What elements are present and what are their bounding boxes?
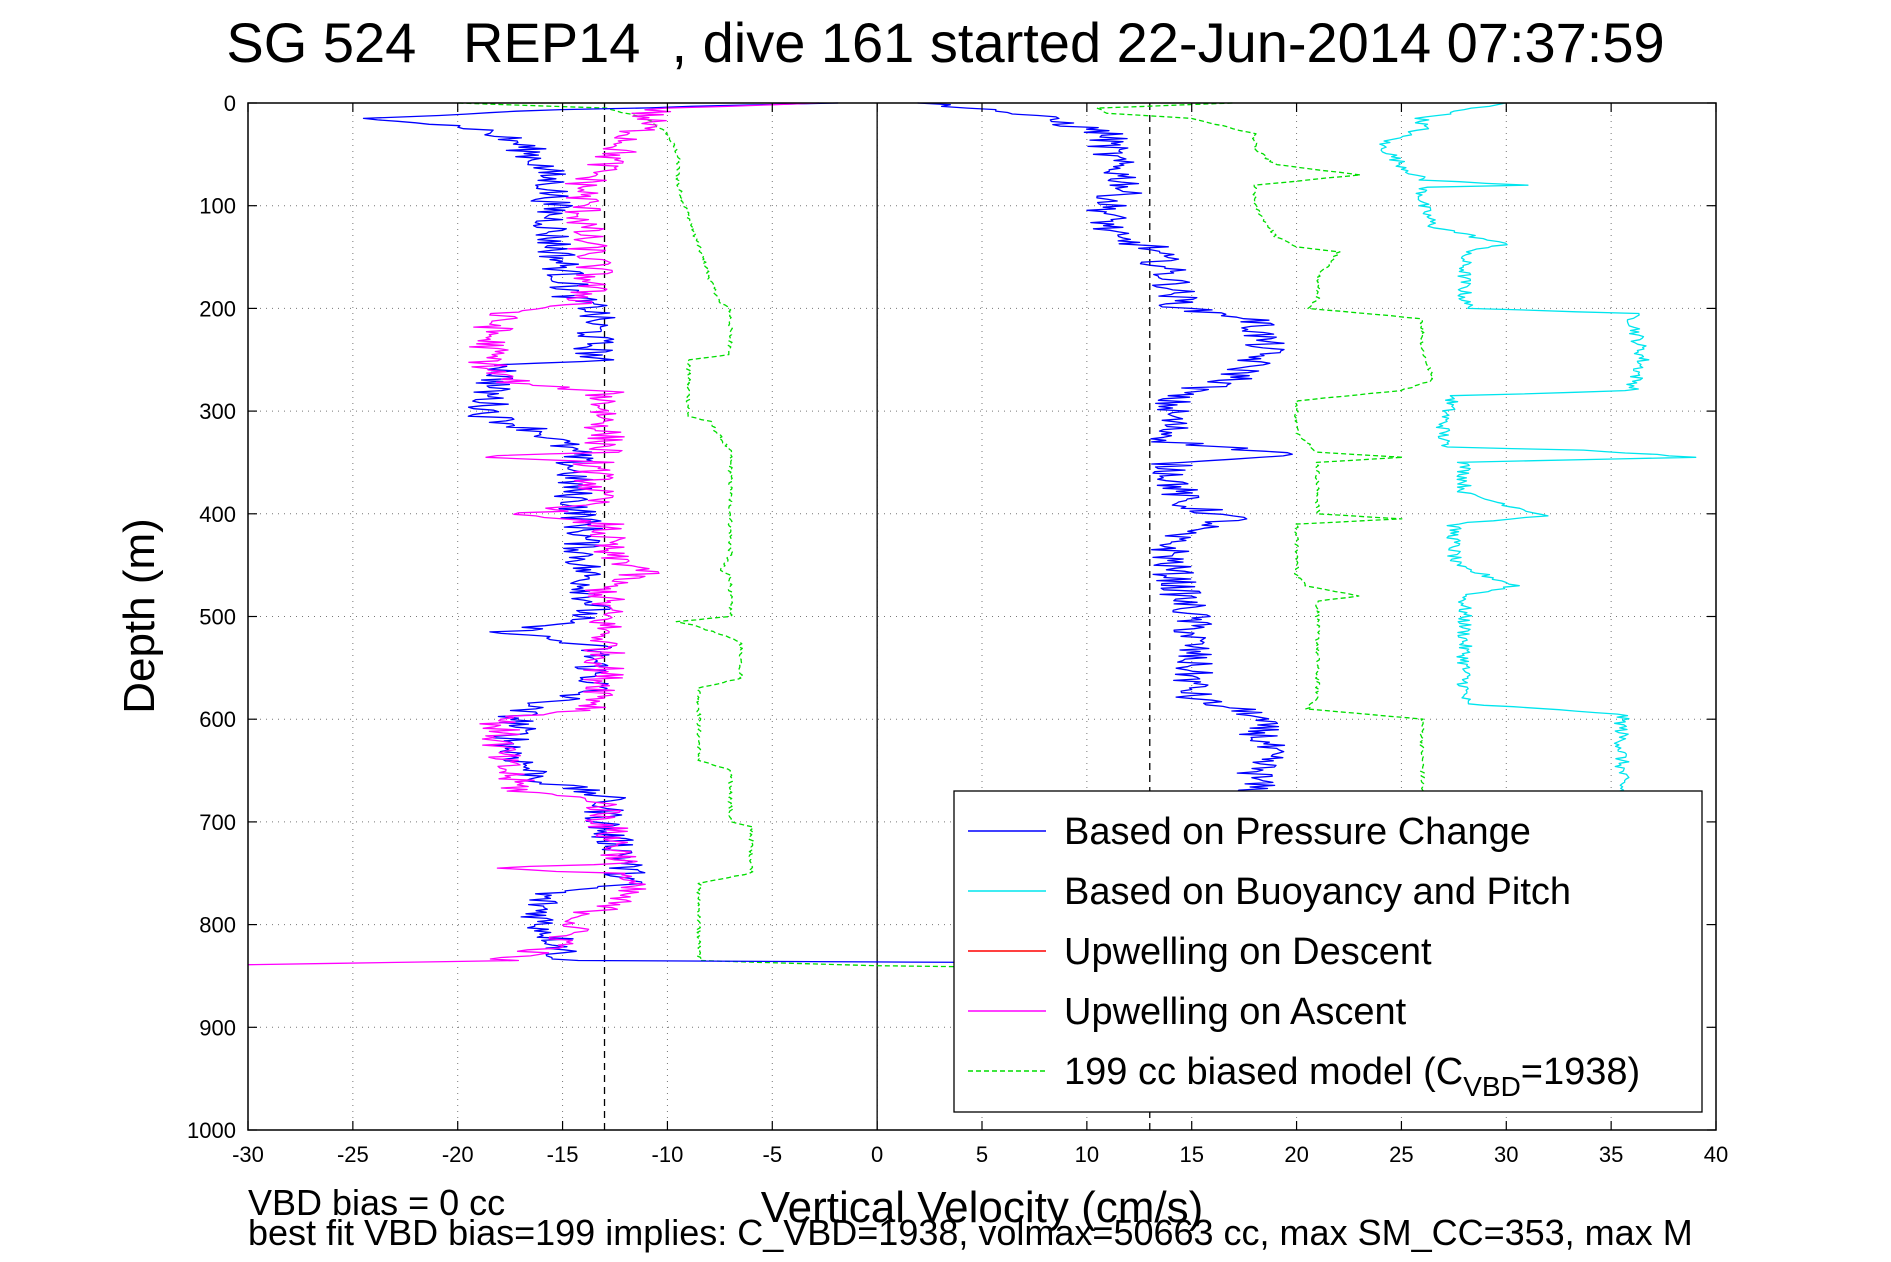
y-tick-label: 200 bbox=[199, 296, 236, 321]
x-tick-label: 5 bbox=[976, 1142, 988, 1167]
y-tick-label: 1000 bbox=[187, 1118, 236, 1143]
y-tick-label: 100 bbox=[199, 194, 236, 219]
x-tick-label: 10 bbox=[1075, 1142, 1099, 1167]
x-tick-label: 15 bbox=[1179, 1142, 1203, 1167]
y-tick-label: 700 bbox=[199, 810, 236, 835]
x-tick-label: 40 bbox=[1704, 1142, 1728, 1167]
legend: Based on Pressure Change Based on Buoyanc… bbox=[953, 790, 1703, 1113]
series-line-0-ascent bbox=[917, 102, 1293, 797]
x-tick-label: 0 bbox=[871, 1142, 883, 1167]
vbd-bias-note: VBD bias = 0 cc bbox=[248, 1182, 506, 1223]
best-fit-note: best fit VBD bias=199 implies: C_VBD=193… bbox=[248, 1212, 1693, 1253]
x-tick-label: -25 bbox=[337, 1142, 369, 1167]
series-line-1-ascent bbox=[1379, 102, 1697, 797]
x-tick-label: -5 bbox=[763, 1142, 783, 1167]
x-tick-label: -30 bbox=[232, 1142, 264, 1167]
legend-entry: Based on Pressure Change bbox=[1064, 811, 1531, 853]
legend-entry: Upwelling on Ascent bbox=[1064, 991, 1407, 1033]
x-tick-label: 20 bbox=[1284, 1142, 1308, 1167]
chart-title: SG 524 REP14 , dive 161 started 22-Jun-2… bbox=[226, 11, 1665, 74]
x-tick-label: 35 bbox=[1599, 1142, 1623, 1167]
series-line-4-ascent bbox=[1096, 102, 1434, 797]
x-tick-label: -20 bbox=[442, 1142, 474, 1167]
y-tick-label: 0 bbox=[224, 91, 236, 116]
y-tick-label: 500 bbox=[199, 605, 236, 630]
series-lines bbox=[247, 102, 1697, 968]
series-line-3-descent bbox=[247, 102, 820, 966]
y-tick-label: 600 bbox=[199, 707, 236, 732]
x-tick-label: -10 bbox=[652, 1142, 684, 1167]
series-line-4-descent bbox=[458, 102, 962, 968]
axis-ticks: -30 -25 -20 -15 -10 -5 0 5 10 15 20 25 30 35 400100200… bbox=[187, 91, 1728, 1167]
x-tick-label: 30 bbox=[1494, 1142, 1518, 1167]
x-tick-label: -15 bbox=[547, 1142, 579, 1167]
y-tick-label: 800 bbox=[199, 913, 236, 938]
legend-box bbox=[953, 790, 1703, 1113]
legend-entry: Upwelling on Descent bbox=[1064, 931, 1432, 973]
legend-entry: Based on Buoyancy and Pitch bbox=[1064, 871, 1571, 913]
y-tick-label: 400 bbox=[199, 502, 236, 527]
x-tick-label: 25 bbox=[1389, 1142, 1413, 1167]
y-tick-label: 300 bbox=[199, 399, 236, 424]
y-axis-label: Depth (m) bbox=[115, 518, 164, 714]
y-tick-label: 900 bbox=[199, 1015, 236, 1040]
x-axis-label: Vertical Velocity (cm/s) bbox=[761, 1183, 1204, 1232]
